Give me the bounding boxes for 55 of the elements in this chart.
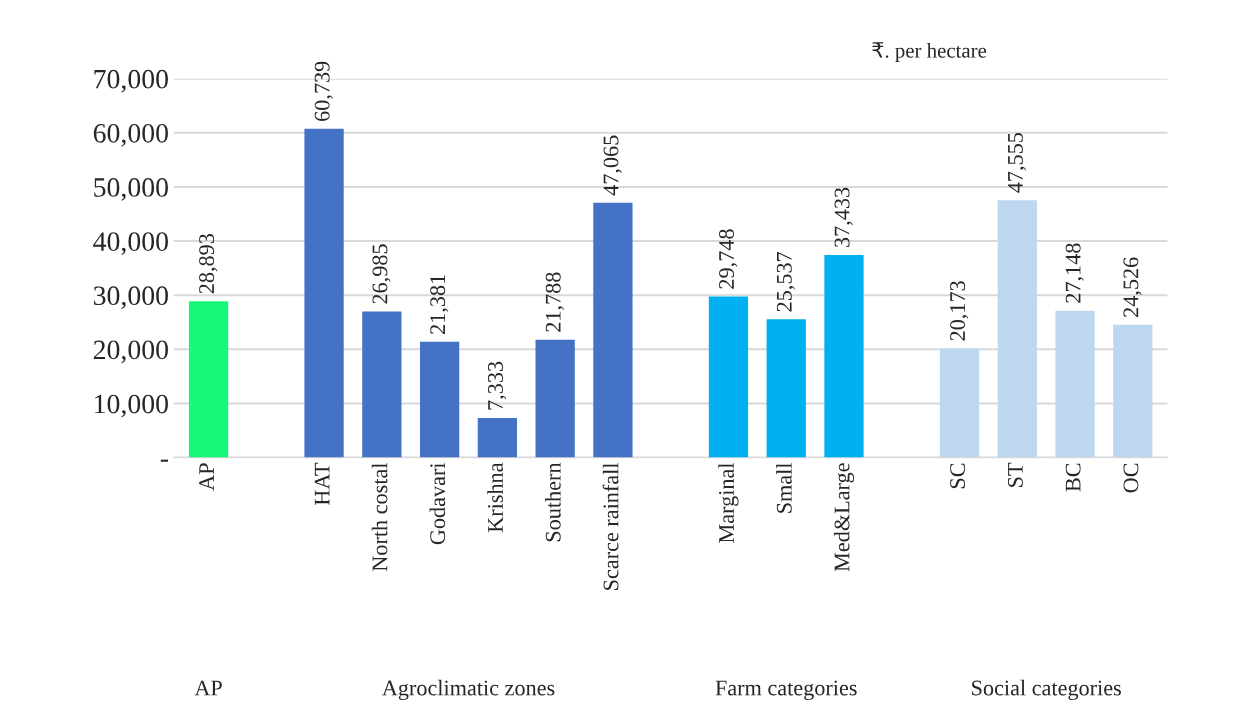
y-tick-label: 20,000 <box>93 340 168 364</box>
y-tick-label: - <box>160 459 169 462</box>
text: Farm categories <box>715 680 857 701</box>
x-tick-label: BC <box>1065 463 1081 492</box>
x-tick-label: AP <box>199 463 214 491</box>
x-tick-label: OC <box>1123 463 1139 493</box>
data-label: 21,381 <box>430 275 449 334</box>
x-tick-label: ST <box>1007 462 1023 487</box>
data-label: 26,985 <box>372 244 391 304</box>
bar <box>188 301 229 458</box>
bar <box>824 254 864 458</box>
x-tick-label: SC <box>950 463 966 489</box>
bar <box>593 202 633 458</box>
bar <box>997 200 1037 458</box>
bar <box>304 128 344 458</box>
text: Agroclimatic zones <box>382 679 555 701</box>
data-label: 20,173 <box>950 281 969 341</box>
x-tick-label: Krishna <box>487 462 503 533</box>
data-label: 25,537 <box>776 251 795 312</box>
text: ₹. per hectare <box>872 42 987 62</box>
y-tick-label: 60,000 <box>93 123 168 147</box>
x-tick-label: Southern <box>545 462 561 542</box>
bar <box>1055 310 1095 458</box>
data-label: 28,893 <box>199 234 218 294</box>
data-label: 24,526 <box>1123 257 1142 317</box>
x-tick-label: North costal <box>371 462 388 572</box>
data-label: 47,555 <box>1008 132 1027 193</box>
data-label: 21,788 <box>545 272 564 332</box>
bar <box>708 296 749 458</box>
bar <box>535 339 575 458</box>
bar <box>362 311 402 458</box>
bar <box>419 341 460 458</box>
x-tick-label: Godavari <box>429 462 446 545</box>
bar <box>1113 324 1153 458</box>
x-tick-label: Small <box>776 462 792 513</box>
x-tick-label: Scarce rainfall <box>602 462 619 590</box>
bar <box>766 319 806 458</box>
x-tick-label: Marginal <box>718 462 739 543</box>
data-label: 37,433 <box>834 187 853 247</box>
y-tick-label: 10,000 <box>95 394 168 418</box>
data-label: 7,333 <box>488 361 507 410</box>
y-tick-label: 30,000 <box>93 286 168 310</box>
y-tick-label: 70,000 <box>94 69 168 93</box>
data-label: 60,739 <box>314 61 333 121</box>
x-tick-label: Med&Large <box>833 463 855 572</box>
y-tick-label: 50,000 <box>94 178 168 201</box>
x-tick-label: HAT <box>314 462 330 506</box>
data-label: 27,148 <box>1065 243 1084 303</box>
bar <box>939 348 980 458</box>
data-label: 29,748 <box>719 229 738 289</box>
y-tick-label: 40,000 <box>93 232 168 255</box>
data-label: 47,065 <box>603 135 622 196</box>
bar <box>477 417 518 458</box>
text: AP <box>194 680 222 696</box>
text: Social categories <box>972 679 1121 701</box>
